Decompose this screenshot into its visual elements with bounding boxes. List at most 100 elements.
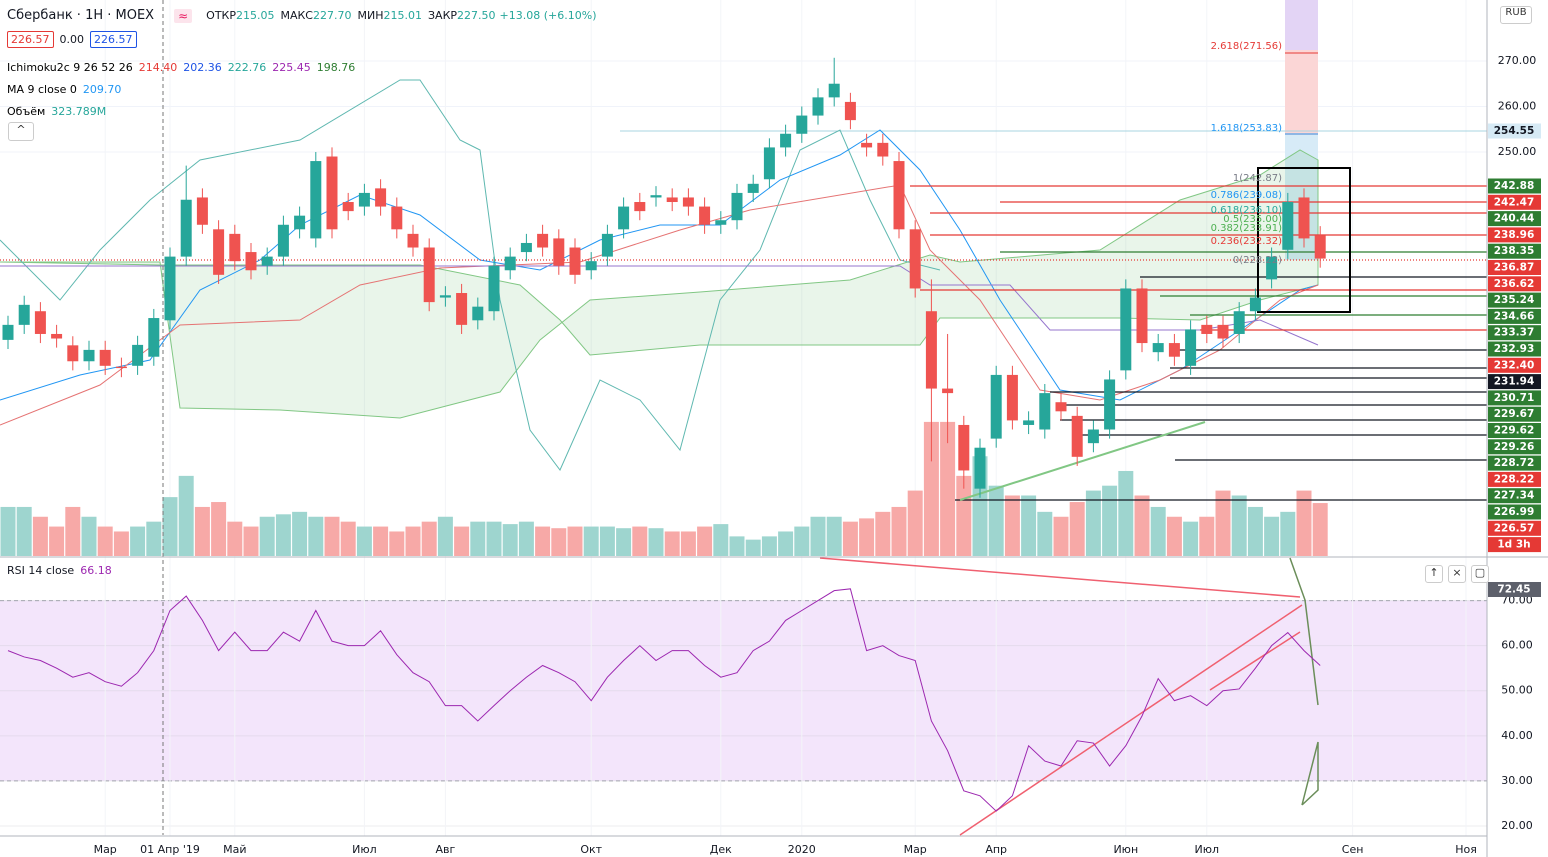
volume-bar [1231, 495, 1247, 556]
rsi-title: RSI 14 close [7, 564, 75, 577]
candle-body [213, 229, 225, 275]
base-layer [0, 0, 1487, 836]
ohlc-label: ОТКР [206, 9, 236, 22]
candle-body [520, 242, 532, 253]
y-tick-label: 50.00 [1501, 684, 1533, 697]
volume-bar [761, 536, 777, 556]
price-marker [1488, 504, 1541, 520]
volume-bar [632, 526, 648, 556]
candle-body [1249, 297, 1261, 312]
volume-bar [1264, 516, 1280, 556]
move-up-button[interactable]: ↑ [1425, 565, 1443, 583]
x-tick-label: Июл [352, 843, 377, 856]
rsi-band [0, 600, 1487, 781]
candle-body [375, 188, 387, 207]
x-tick-label: Ноя [1455, 843, 1477, 856]
volume-bar [1312, 503, 1328, 556]
fib-label: 2.618(271.56) [1211, 41, 1283, 52]
price-marker [1488, 194, 1541, 210]
candle-body [715, 220, 727, 225]
volume-bar [292, 511, 308, 556]
candle-body [1023, 420, 1035, 425]
y-tick-label: 20.00 [1501, 819, 1533, 832]
y-tick-label: 250.00 [1498, 145, 1537, 158]
candle-body [1298, 197, 1310, 239]
candle-body [391, 206, 403, 230]
volume-bar [664, 531, 680, 556]
price-marker-label: 227.34 [1494, 490, 1535, 502]
volume-bar [729, 536, 745, 556]
candle-body [1006, 374, 1018, 421]
maximize-button[interactable]: ▢ [1471, 565, 1489, 583]
candle-body [67, 345, 79, 362]
candle-body [1217, 324, 1229, 339]
price-marker [1488, 488, 1541, 504]
candle-body [439, 295, 451, 298]
ohlc-item: ОТКР215.05 [206, 9, 274, 22]
indicator-value: 202.36 [183, 61, 222, 74]
levels [0, 185, 1487, 501]
price-marker [1488, 439, 1541, 455]
price-marker [1488, 123, 1541, 139]
indicator: Ichimoku2c 9 26 52 26 214.40 202.36 222.76 2… [7, 57, 355, 79]
price-marker [1488, 520, 1541, 536]
volume-bar [211, 502, 227, 556]
currency-button[interactable]: RUB [1500, 6, 1532, 24]
y-tick-label: 260.00 [1498, 99, 1537, 112]
fib-label: 1.618(253.83) [1211, 123, 1283, 134]
symbol: Сбербанк · 1Н · MOEX [7, 8, 155, 23]
candle-body [456, 293, 468, 325]
candle-body [1120, 288, 1132, 371]
indicator-value: 209.70 [82, 83, 122, 96]
volume-bar [97, 526, 113, 556]
fib-label: 0(228.22) [1233, 255, 1282, 266]
volume-bar [1280, 511, 1296, 556]
volume-bar [794, 526, 810, 556]
candle-body [634, 202, 646, 212]
volume-bar [1102, 485, 1118, 556]
x-tick-label: Июн [1113, 843, 1138, 856]
volume-bar [518, 521, 534, 556]
volume-bar [405, 526, 421, 556]
candle-body [925, 311, 937, 389]
indicator-name: Объём [7, 105, 46, 118]
price-marker [1488, 357, 1541, 373]
volume-bar [227, 521, 243, 556]
candle-body [763, 147, 775, 180]
price-marker [1488, 537, 1541, 553]
candle-body [132, 344, 144, 366]
indicator: MA 9 close 0 209.70 [7, 79, 355, 101]
ohlc-label: МИН [357, 9, 384, 22]
volume-bar [940, 421, 956, 556]
price-marker [1488, 211, 1541, 227]
price-marker-label: 238.96 [1494, 229, 1535, 241]
candle-body [164, 256, 176, 321]
candle-body [1168, 343, 1180, 357]
collapse-button[interactable]: ^ [8, 122, 34, 141]
base-line [0, 265, 1319, 346]
ohlc-item: МИН215.01 [358, 9, 423, 22]
indicators: Ichimoku2c 9 26 52 26 214.40 202.36 222.76 2… [7, 57, 355, 123]
indicator-value: 198.76 [316, 61, 356, 74]
volume-bar [680, 531, 696, 556]
price-marker-label: 231.94 [1494, 376, 1535, 388]
price-marker-label: 1d 3h [1497, 539, 1530, 551]
candle-body [569, 247, 581, 275]
candle-body [731, 192, 743, 221]
close-pane-button[interactable]: × [1448, 565, 1466, 583]
indicator-name: Ichimoku2c 9 26 52 26 [7, 61, 133, 74]
compare-icon[interactable]: ≈ [174, 8, 193, 23]
candle-body [1039, 393, 1051, 430]
volume-bar [599, 526, 615, 556]
price-marker-label: 254.55 [1494, 125, 1535, 137]
volume-bar [486, 521, 502, 556]
volume-bar [988, 485, 1004, 556]
candle-body [650, 195, 662, 198]
price-boxes: 226.57 0.00 226.57 [7, 31, 137, 48]
candle-body [99, 349, 111, 366]
candle-body [780, 133, 792, 148]
candle-body [472, 306, 484, 321]
price-marker-label: 229.62 [1494, 425, 1535, 437]
volume-bar [437, 516, 453, 556]
